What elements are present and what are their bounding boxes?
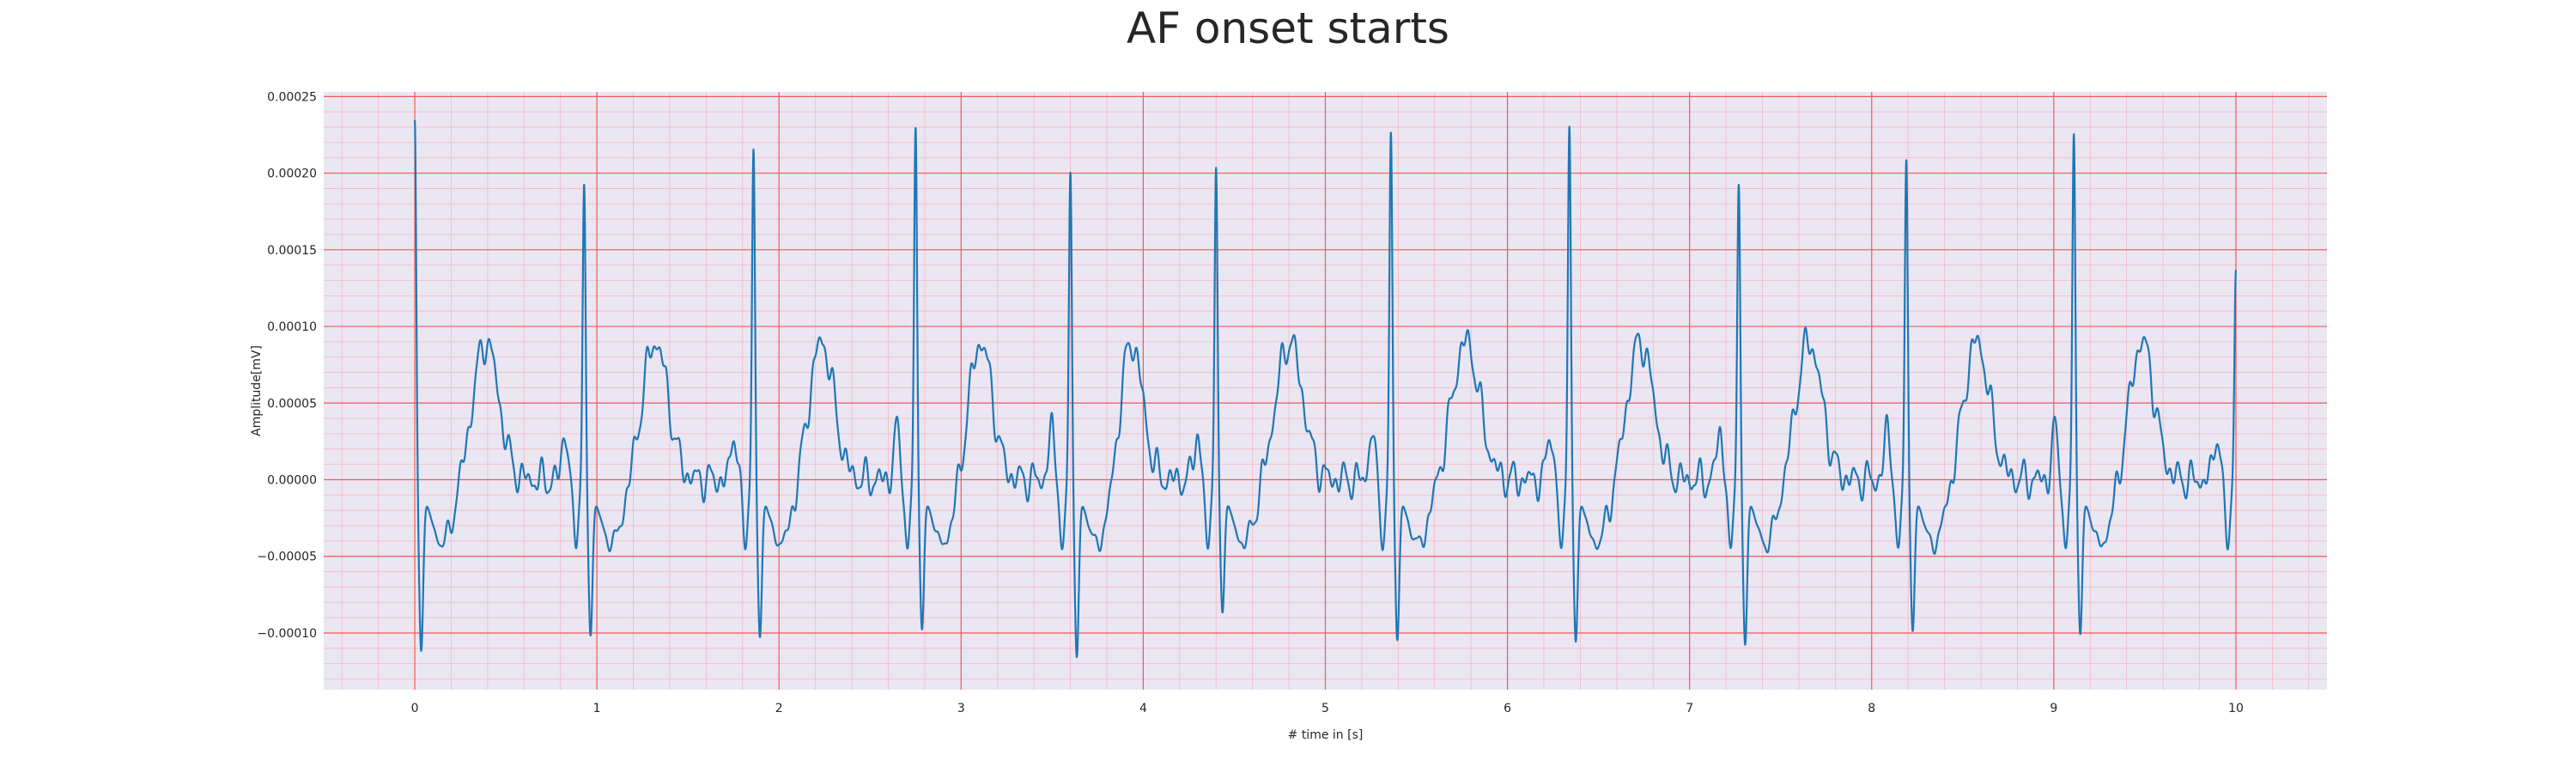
- y-tick-label: 0.00015: [267, 244, 317, 258]
- y-tick-label: −0.00010: [257, 627, 317, 641]
- x-tick-label: 7: [1686, 702, 1693, 715]
- major-grid: [324, 92, 2327, 690]
- x-axis-label: # time in [s]: [1288, 728, 1364, 742]
- y-axis-label: Amplitude[mV]: [250, 345, 264, 436]
- y-tick-label: −0.00005: [257, 551, 317, 564]
- x-tick-label: 2: [775, 702, 783, 715]
- y-tick-label: 0.00020: [267, 167, 317, 181]
- y-tick-label: 0.00005: [267, 397, 317, 411]
- y-axis-ticks: −0.00010 −0.00005 0.00000 0.00005 0.00010 0.0…: [257, 90, 317, 641]
- x-tick-label: 8: [1868, 702, 1875, 715]
- x-tick-label: 9: [2050, 702, 2057, 715]
- x-tick-label: 1: [593, 702, 601, 715]
- x-tick-label: 10: [2228, 702, 2244, 715]
- x-tick-label: 0: [411, 702, 419, 715]
- y-tick-label: 0.00010: [267, 320, 317, 334]
- x-tick-label: 5: [1321, 702, 1329, 715]
- x-tick-label: 3: [957, 702, 965, 715]
- x-axis-ticks: 0 1 2 3 4 5 6 7 8 9 10: [411, 702, 2244, 715]
- chart-title: AF onset starts: [1127, 3, 1449, 53]
- x-tick-label: 4: [1139, 702, 1147, 715]
- y-tick-label: 0.00025: [267, 90, 317, 104]
- ecg-series-line: [413, 119, 2238, 659]
- y-tick-label: 0.00000: [267, 474, 317, 488]
- x-tick-label: 6: [1504, 702, 1511, 715]
